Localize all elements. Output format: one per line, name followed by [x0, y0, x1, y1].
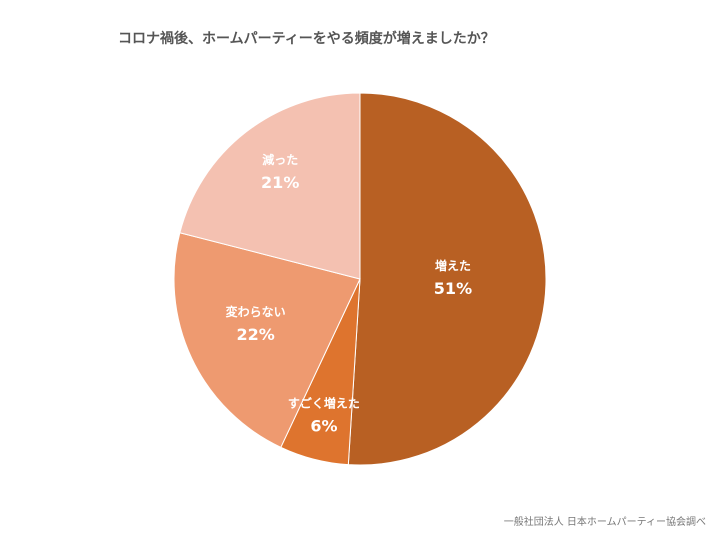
- pie-slices: [173, 92, 547, 466]
- slice-value-label: 6%: [310, 417, 337, 436]
- slice-label: 減った: [262, 152, 298, 167]
- slice-value-label: 51%: [434, 279, 472, 298]
- slice-value-label: 22%: [237, 325, 275, 344]
- slice-label: 増えた: [435, 258, 471, 273]
- slice-label: すごく増えた: [288, 396, 360, 411]
- pie-labels: 増えた 51% すごく増えた 6% 変わらない 22% 減った 21%: [226, 152, 472, 435]
- pie-slice: [179, 92, 361, 280]
- pie-slice: [173, 232, 361, 448]
- slice-label: 変わらない: [226, 304, 286, 319]
- chart-title: コロナ禍後、ホームパーティーをやる頻度が増えましたか？: [118, 31, 495, 47]
- source-note: 一般社団法人 日本ホームパーティー協会調べ: [503, 517, 706, 528]
- slice-value-label: 21%: [261, 173, 299, 192]
- pie-slice: [347, 92, 547, 466]
